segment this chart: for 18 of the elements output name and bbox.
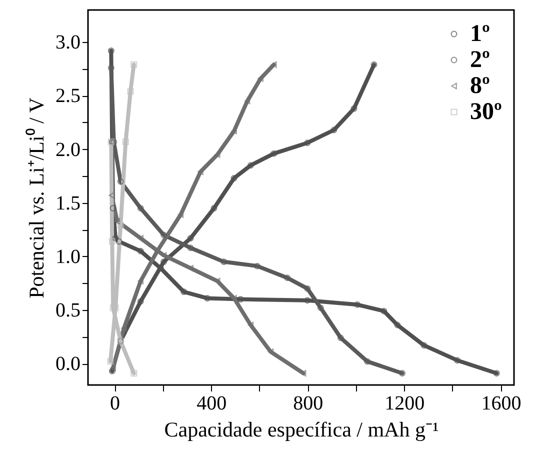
y-tick-label: 2.0 [56, 138, 80, 161]
x-tick-label: 400 [196, 392, 227, 414]
x-tick-label: 800 [293, 392, 324, 414]
y-tick-label: 0.5 [56, 300, 80, 322]
y-tick-label: 1.5 [56, 192, 80, 214]
x-tick-label: 1200 [384, 392, 425, 414]
legend-label: 8º [470, 73, 490, 99]
x-axis-title: Capacidade específica / mAh g⁻¹ [164, 418, 439, 442]
x-tick-label: 1600 [481, 392, 522, 414]
y-tick-label: 2.5 [56, 85, 80, 108]
legend-label: 2º [470, 47, 490, 73]
y-axis-title: Potencial vs. Li⁺/Li⁰ / V [24, 98, 48, 298]
x-tick-label: 0 [110, 392, 120, 414]
y-tick-label: 3.0 [56, 32, 80, 54]
legend-label: 30º [470, 99, 502, 125]
y-tick-label: 0.0 [56, 353, 80, 376]
y-tick-label: 1.0 [56, 246, 80, 268]
legend-label: 1º [470, 21, 490, 47]
